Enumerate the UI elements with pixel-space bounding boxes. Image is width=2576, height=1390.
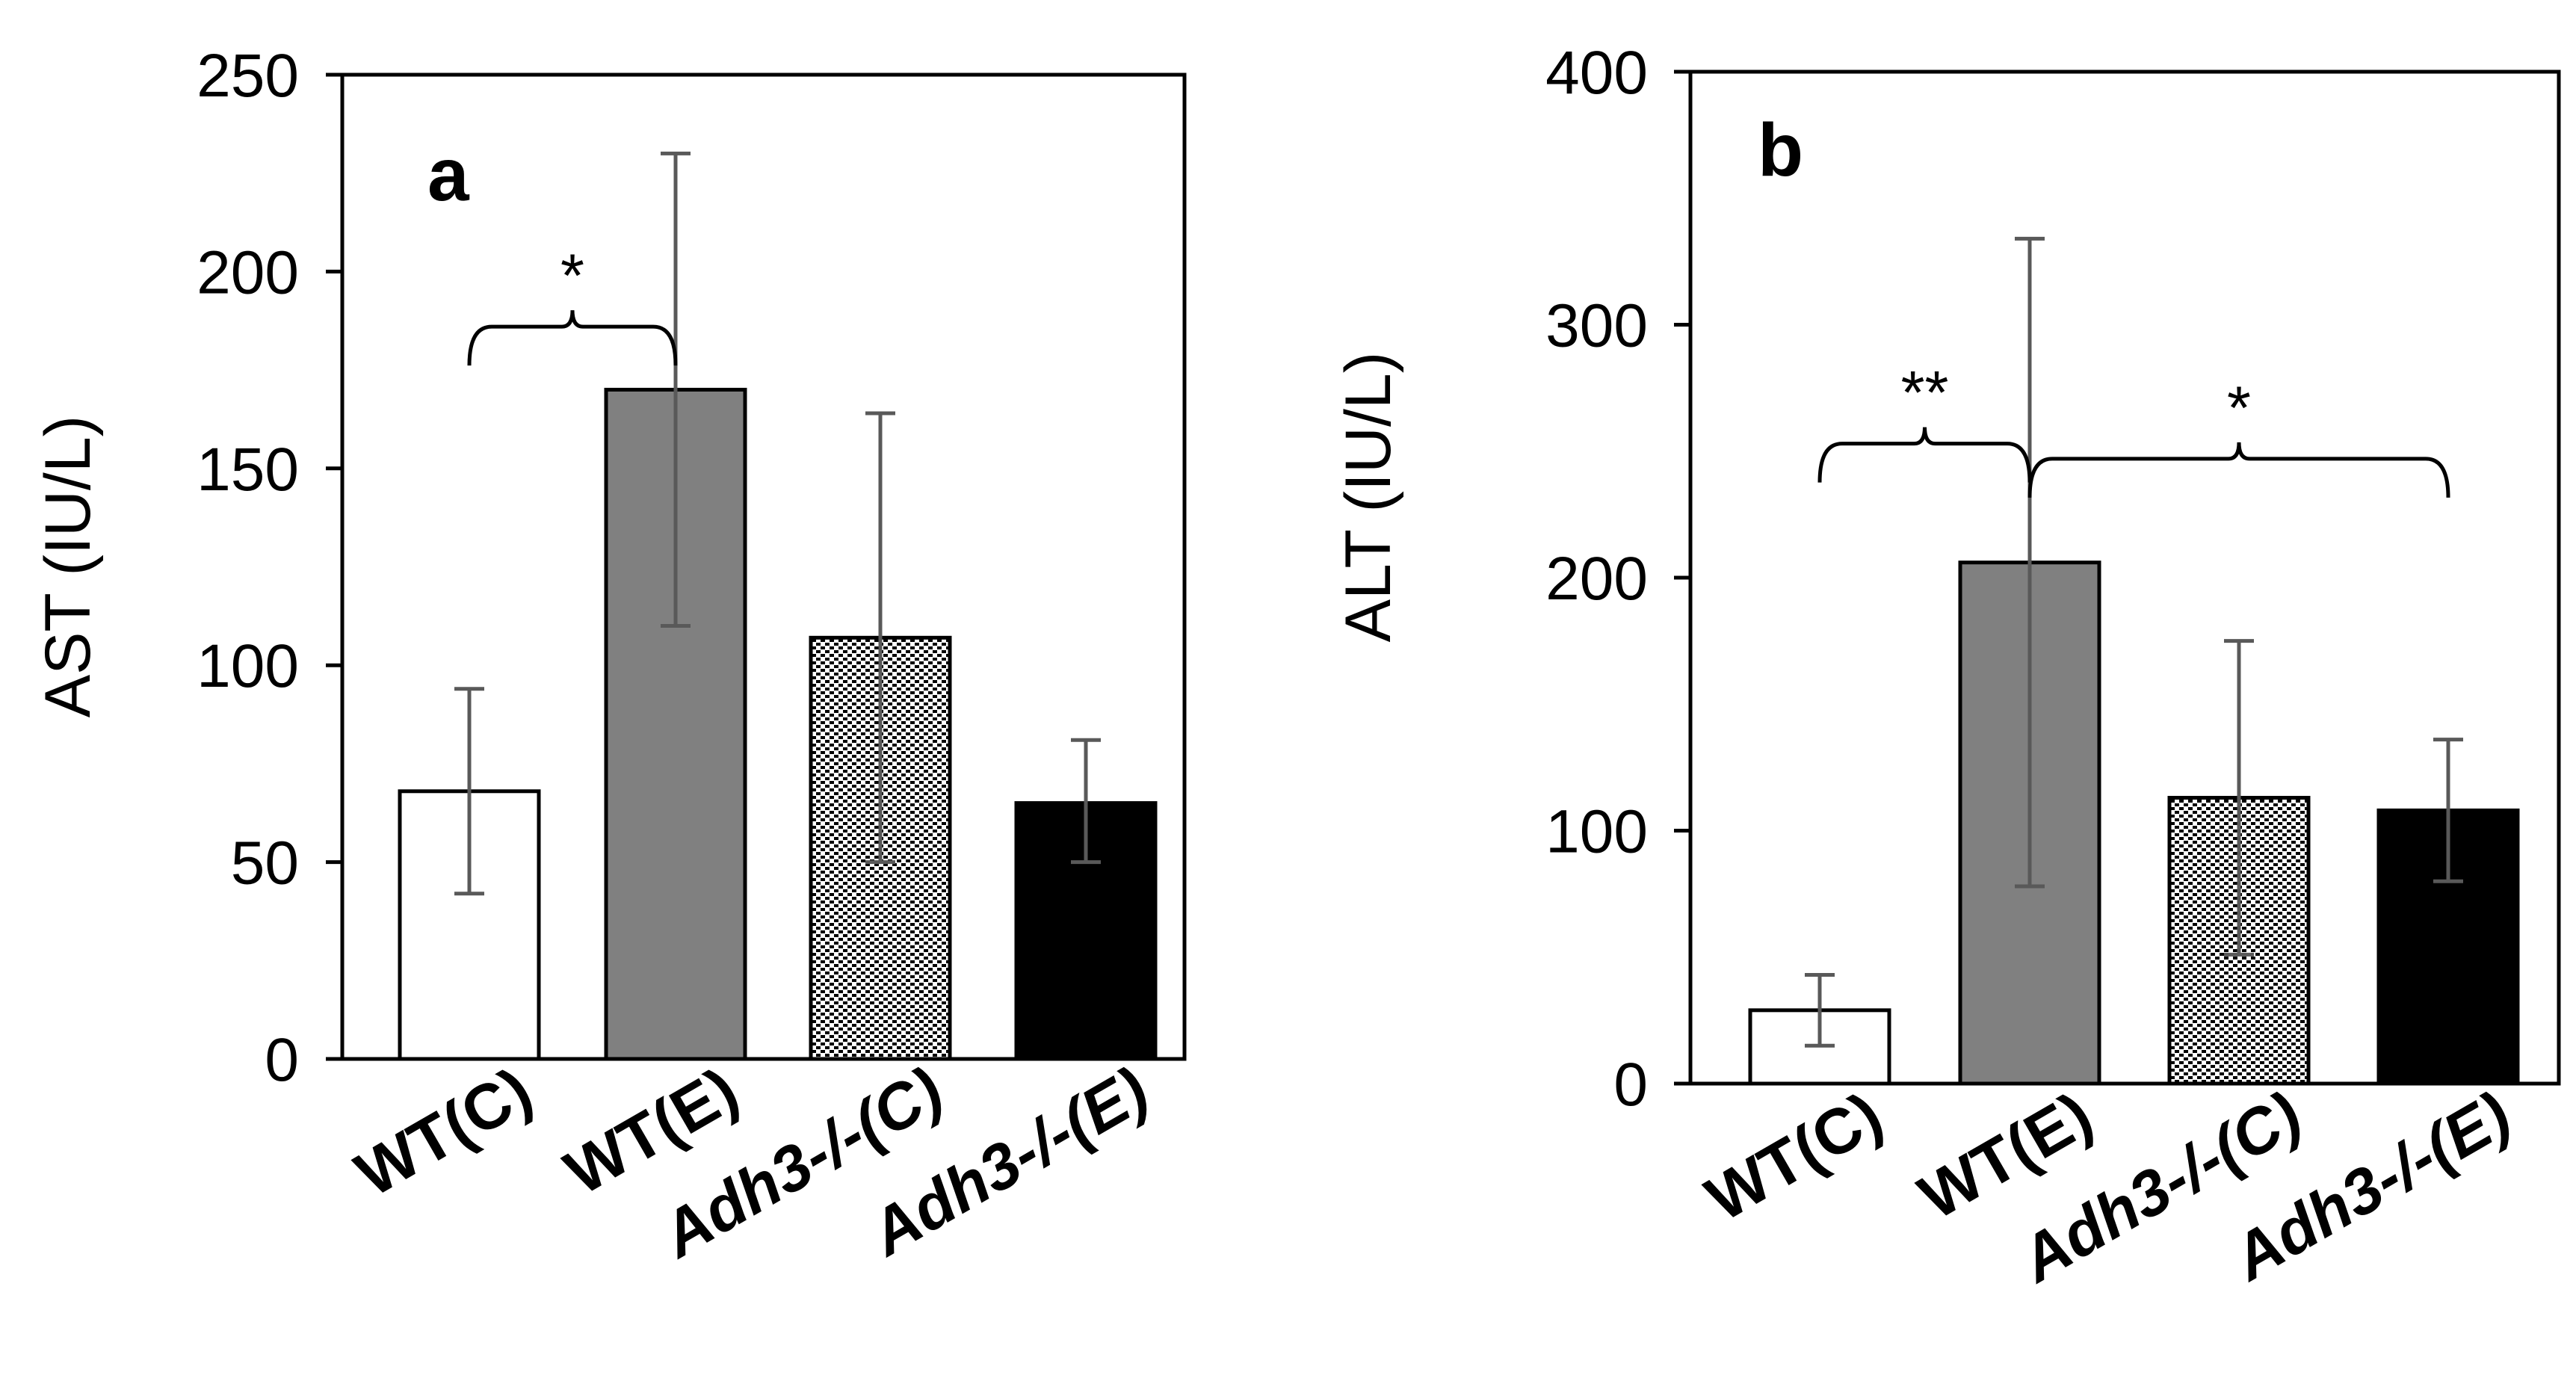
plot-frame — [340, 72, 1187, 1061]
error-bar-1 — [661, 151, 691, 628]
y-tick-label: 300 — [1545, 292, 1648, 360]
y-tick-label: 400 — [1545, 39, 1648, 107]
error-bar-1 — [2015, 236, 2045, 889]
significance-bracket-0 — [467, 310, 678, 366]
error-bar-2 — [865, 411, 895, 865]
significance-label-0: ** — [1901, 359, 1949, 427]
error-bar-0 — [1805, 972, 1835, 1048]
y-tick-label: 150 — [197, 436, 299, 504]
x-tick-label: WT(C) — [344, 1054, 543, 1211]
error-bar-0 — [454, 687, 484, 896]
x-ticks: WT(C) WT(E)Adh3-/-(C)Adh3-/-(E) — [1694, 1078, 2522, 1297]
y-tick-label: 50 — [231, 830, 299, 898]
error-bars — [454, 151, 1101, 896]
significance-label-0: * — [560, 242, 584, 310]
significance-brackets: * — [467, 242, 678, 366]
significance-bracket-0 — [1817, 427, 2032, 483]
x-tick-label: WT(C) — [1694, 1078, 1894, 1235]
panel-label: a — [427, 133, 470, 217]
y-tick-label: 0 — [265, 1026, 299, 1094]
y-ticks: 0 100 200 300 400 — [1545, 39, 1690, 1119]
x-ticks: WT(C) WT(E)Adh3-/-(C)Adh3-/-(E) — [344, 1054, 1160, 1272]
significance-brackets: ** * — [1817, 359, 2450, 498]
significance-bracket-1 — [2027, 442, 2450, 498]
error-bars — [1805, 236, 2463, 1048]
y-tick-label: 250 — [197, 42, 299, 110]
y-axis-label: AST (IU/L) — [32, 416, 104, 718]
error-bar-2 — [2224, 639, 2254, 957]
panel-label: b — [1758, 108, 1803, 192]
y-tick-label: 0 — [1613, 1051, 1648, 1119]
y-tick-label: 100 — [197, 632, 299, 700]
bars — [1748, 560, 2520, 1086]
error-bar-3 — [2433, 738, 2463, 883]
y-axis-label: ALT (IU/L) — [1332, 352, 1404, 643]
y-tick-label: 100 — [1545, 798, 1648, 866]
y-tick-label: 200 — [197, 238, 299, 306]
y-ticks: 0 50 100 150 200 250 — [197, 42, 342, 1094]
bars — [398, 387, 1158, 1061]
y-tick-label: 200 — [1545, 545, 1648, 613]
chart-panel-a: 0 50 100 150 200 250 * WT(C) WT(E)Adh3-/-(C)Ad… — [32, 42, 1187, 1272]
significance-label-1: * — [2227, 374, 2251, 442]
error-bar-3 — [1071, 738, 1101, 865]
